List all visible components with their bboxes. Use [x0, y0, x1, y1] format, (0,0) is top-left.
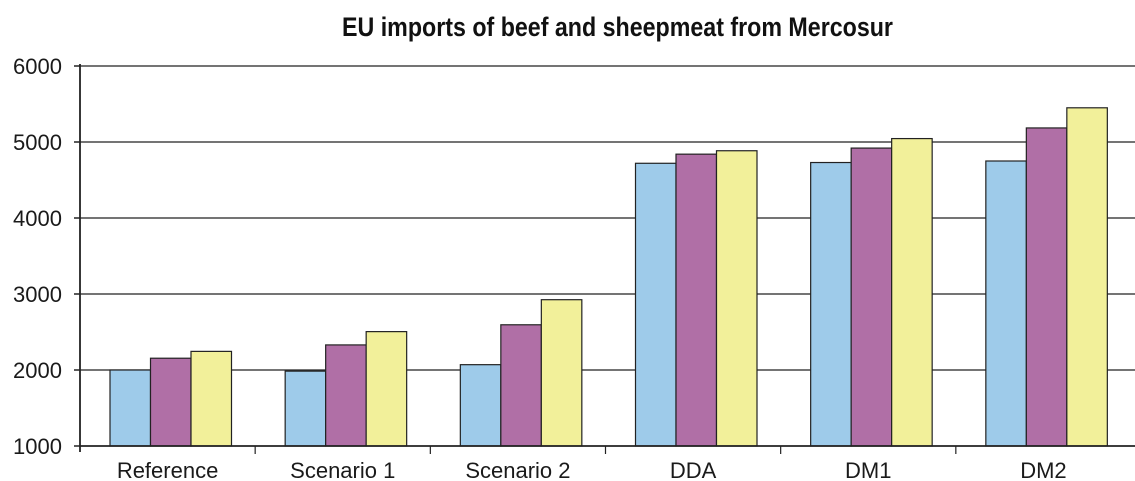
bar — [1066, 107, 1108, 447]
x-tick-label: DM1 — [845, 458, 891, 481]
bar — [325, 344, 367, 447]
x-tick-label: Reference — [117, 458, 219, 481]
x-tick-label: DDA — [670, 458, 717, 481]
bar — [1025, 127, 1068, 447]
bar — [540, 299, 583, 447]
bar — [500, 324, 542, 447]
bar — [675, 153, 718, 447]
bar — [149, 357, 192, 447]
y-tick-label: 3000 — [13, 282, 62, 307]
x-tick-label: Scenario 2 — [465, 458, 570, 481]
bars — [109, 107, 1108, 447]
axes — [74, 64, 1135, 454]
bar — [891, 137, 933, 447]
bar — [109, 369, 152, 447]
y-tick-label: 1000 — [13, 434, 62, 459]
gridlines — [80, 65, 1135, 371]
bar — [634, 162, 677, 447]
axis-labels: 1000 2000 3000 4000 5000 6000 Reference Scenari… — [13, 54, 1067, 481]
y-tick-label: 6000 — [13, 54, 62, 79]
chart-title: EU imports of beef and sheepmeat from Me… — [342, 12, 893, 42]
y-tick-label: 5000 — [13, 130, 62, 155]
bar — [810, 161, 852, 447]
bar — [365, 331, 408, 447]
bar — [190, 350, 233, 447]
bar — [459, 364, 502, 447]
y-tick-label: 4000 — [13, 206, 62, 231]
x-tick-label: DM2 — [1020, 458, 1066, 481]
bar — [715, 150, 758, 447]
bar — [850, 147, 893, 447]
bar — [985, 160, 1027, 447]
bar — [284, 370, 327, 447]
y-tick-label: 2000 — [13, 358, 62, 383]
x-tick-label: Scenario 1 — [290, 458, 395, 481]
